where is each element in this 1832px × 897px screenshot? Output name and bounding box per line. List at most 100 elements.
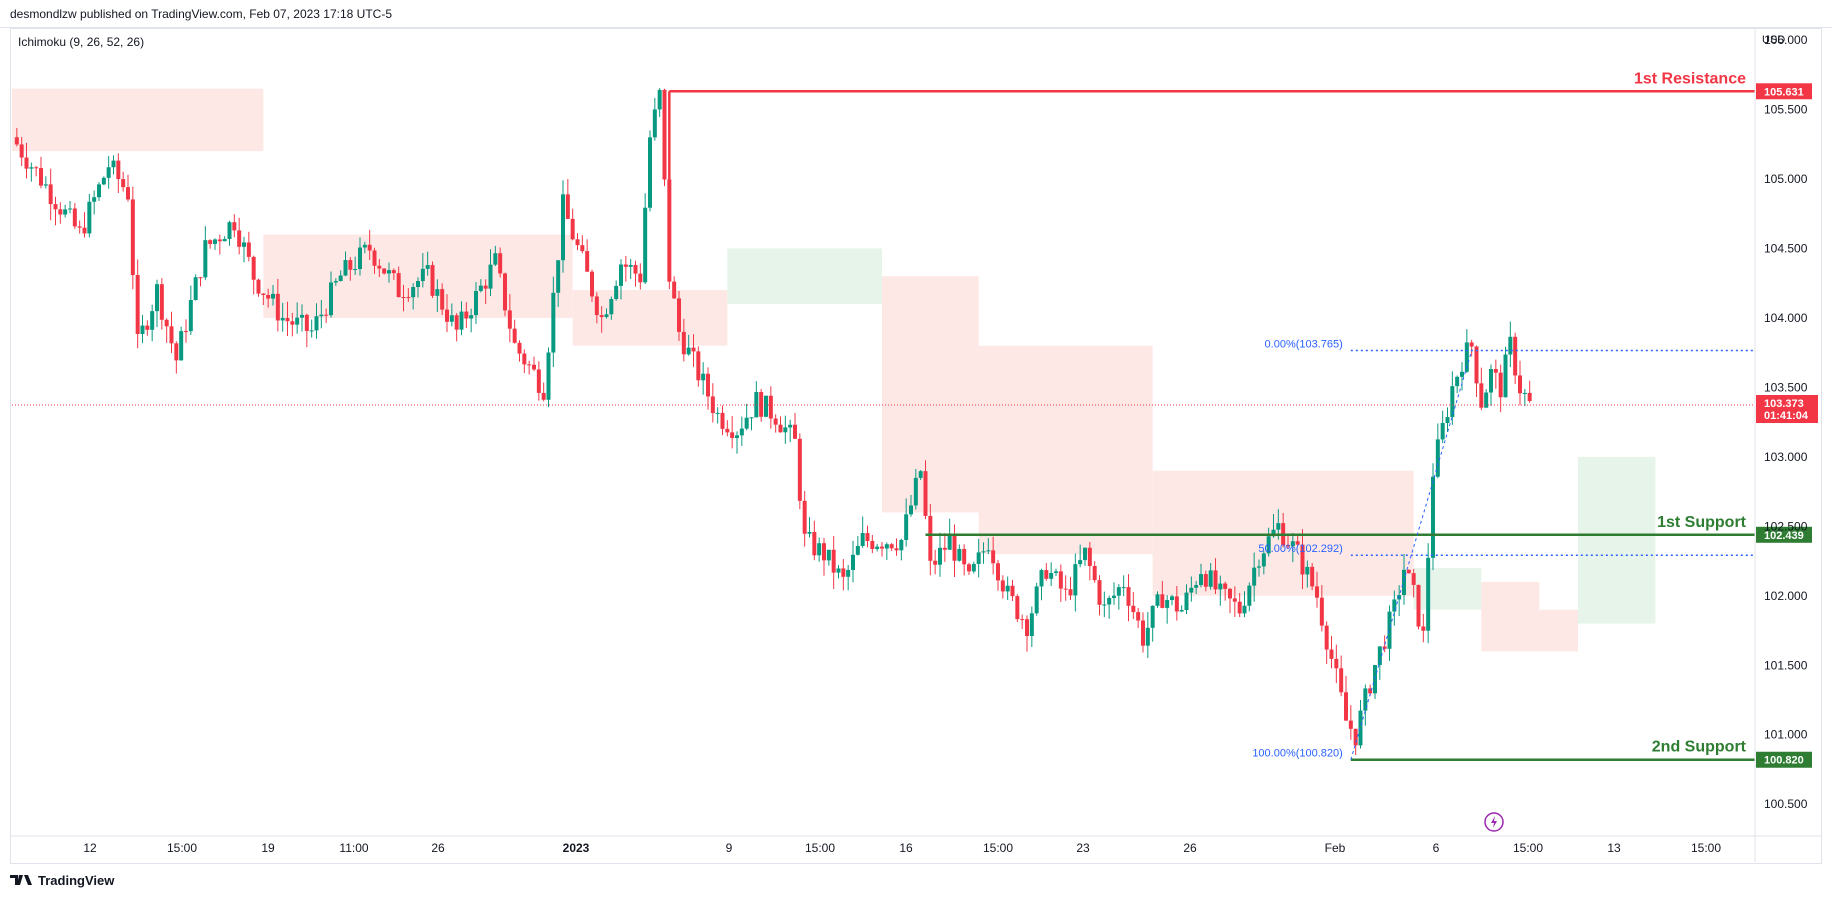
candle-body[interactable]	[87, 201, 92, 234]
candle-body[interactable]	[609, 299, 614, 315]
candle-body[interactable]	[1058, 571, 1063, 589]
candle-body[interactable]	[585, 251, 590, 272]
candle-body[interactable]	[1049, 572, 1054, 579]
candle-body[interactable]	[532, 364, 536, 370]
candle-body[interactable]	[19, 144, 24, 158]
candle-body[interactable]	[657, 89, 662, 110]
candle-body[interactable]	[875, 546, 880, 549]
candle-body[interactable]	[97, 184, 101, 198]
candle-body[interactable]	[681, 331, 686, 355]
candle-body[interactable]	[150, 311, 155, 330]
candle-body[interactable]	[1469, 342, 1474, 347]
candle-body[interactable]	[686, 347, 691, 355]
candle-body[interactable]	[1387, 611, 1392, 649]
candle-body[interactable]	[928, 515, 933, 561]
candle-body[interactable]	[358, 247, 362, 269]
candle-body[interactable]	[242, 242, 246, 247]
candle-body[interactable]	[174, 343, 179, 361]
candle-body[interactable]	[1377, 646, 1382, 666]
candle-body[interactable]	[759, 392, 764, 417]
candle-body[interactable]	[1435, 439, 1440, 477]
candle-body[interactable]	[1392, 599, 1397, 612]
candle-body[interactable]	[406, 297, 411, 299]
candle-body[interactable]	[1324, 625, 1329, 650]
candle-body[interactable]	[1107, 597, 1112, 605]
candle-body[interactable]	[768, 395, 773, 419]
candle-body[interactable]	[1493, 369, 1498, 373]
candle-body[interactable]	[271, 293, 275, 299]
candle-body[interactable]	[121, 179, 126, 188]
candle-body[interactable]	[1276, 523, 1281, 530]
candle-body[interactable]	[546, 352, 551, 400]
candle-body[interactable]	[691, 347, 696, 352]
candles[interactable]	[14, 88, 1532, 756]
candle-body[interactable]	[1170, 596, 1174, 601]
candle-body[interactable]	[135, 275, 140, 334]
candle-body[interactable]	[1199, 574, 1203, 586]
candle-body[interactable]	[29, 167, 34, 169]
candle-body[interactable]	[1000, 580, 1005, 592]
candle-body[interactable]	[817, 543, 822, 556]
candle-body[interactable]	[628, 264, 633, 267]
candle-body[interactable]	[290, 321, 295, 325]
candle-body[interactable]	[24, 157, 29, 169]
candle-body[interactable]	[155, 284, 159, 312]
candle-body[interactable]	[619, 264, 623, 286]
candle-body[interactable]	[478, 285, 483, 291]
candle-body[interactable]	[778, 424, 783, 433]
candle-body[interactable]	[203, 240, 208, 278]
candle-body[interactable]	[831, 549, 836, 573]
candle-body[interactable]	[1232, 598, 1237, 602]
candle-body[interactable]	[1295, 541, 1300, 545]
candle-body[interactable]	[401, 297, 406, 299]
candle-body[interactable]	[561, 194, 565, 261]
candle-body[interactable]	[469, 315, 474, 319]
candle-body[interactable]	[720, 412, 725, 429]
candle-body[interactable]	[1426, 557, 1431, 631]
candle-body[interactable]	[590, 271, 594, 297]
candle-body[interactable]	[338, 275, 343, 282]
candle-body[interactable]	[382, 268, 387, 274]
time-axis[interactable]: 12 15:00 19 11:00 26 2023 9 15:00 16 15:00 23 26 Feb…	[10, 835, 1822, 855]
candle-body[interactable]	[1247, 585, 1252, 606]
candle-body[interactable]	[1464, 342, 1469, 372]
candle-body[interactable]	[1025, 619, 1029, 636]
candle-body[interactable]	[1339, 668, 1344, 693]
candle-body[interactable]	[309, 330, 314, 332]
candle-body[interactable]	[232, 222, 237, 231]
candle-body[interactable]	[324, 314, 329, 316]
candle-body[interactable]	[822, 543, 826, 561]
candle-body[interactable]	[1513, 336, 1518, 376]
candle-body[interactable]	[179, 331, 184, 361]
chart-frame[interactable]	[10, 28, 1822, 864]
candle-body[interactable]	[764, 395, 768, 417]
candle-body[interactable]	[783, 427, 788, 433]
candle-body[interactable]	[643, 207, 648, 283]
candle-body[interactable]	[976, 552, 981, 564]
candle-body[interactable]	[140, 325, 145, 334]
candle-body[interactable]	[169, 326, 174, 344]
candle-body[interactable]	[594, 296, 599, 316]
candle-body[interactable]	[1034, 586, 1039, 614]
candle-body[interactable]	[1228, 588, 1232, 599]
candle-body[interactable]	[246, 242, 251, 257]
candle-body[interactable]	[580, 245, 585, 252]
candle-body[interactable]	[570, 218, 575, 240]
candle-body[interactable]	[725, 428, 730, 433]
candle-body[interactable]	[82, 227, 87, 234]
candle-body[interactable]	[1237, 601, 1242, 614]
candle-body[interactable]	[730, 432, 735, 438]
candle-body[interactable]	[648, 137, 652, 208]
candle-body[interactable]	[333, 281, 338, 283]
candle-body[interactable]	[739, 428, 744, 436]
candle-body[interactable]	[1121, 587, 1126, 589]
candle-body[interactable]	[1348, 720, 1353, 729]
candle-body[interactable]	[1310, 566, 1315, 587]
candle-body[interactable]	[304, 314, 309, 331]
candle-body[interactable]	[92, 197, 97, 202]
candle-body[interactable]	[1189, 587, 1194, 593]
candle-body[interactable]	[440, 289, 445, 310]
candle-body[interactable]	[1353, 728, 1358, 746]
candle-body[interactable]	[715, 412, 720, 414]
candle-body[interactable]	[329, 282, 333, 316]
